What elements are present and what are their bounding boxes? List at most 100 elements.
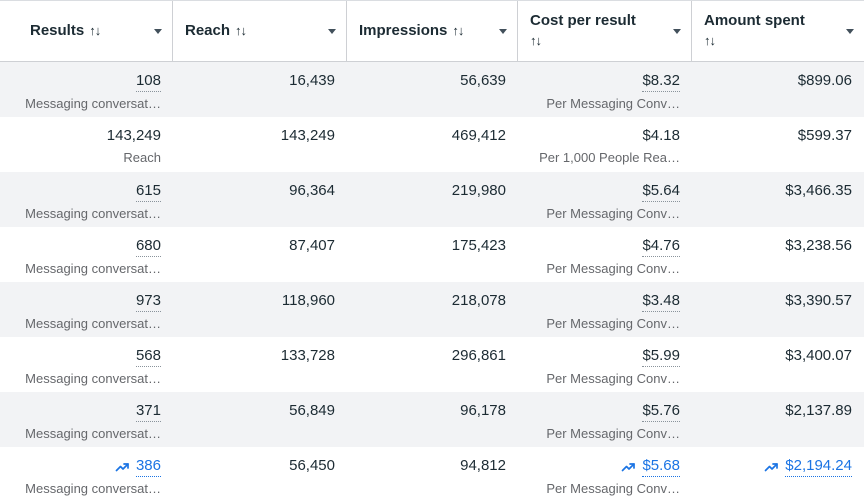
header-reach-label: Reach (185, 22, 231, 39)
results-value[interactable]: 615 (135, 181, 161, 202)
chevron-down-icon[interactable] (154, 28, 162, 34)
results-value[interactable]: 386 (135, 456, 161, 477)
header-impressions[interactable]: Impressions ↑↓ (347, 1, 518, 61)
results-value[interactable]: 680 (135, 236, 161, 257)
results-sub: Messaging conversat… (25, 371, 161, 386)
results-sub: Messaging conversat… (25, 261, 161, 276)
header-cost-per-result-label: Cost per result (530, 12, 636, 29)
results-line: 680 (8, 236, 161, 257)
reach-line: 56,849 (181, 401, 335, 421)
reach-value: 118,960 (281, 292, 335, 309)
cell-reach: 133,728 (173, 337, 347, 392)
cell-results: 143,249 Reach (0, 117, 173, 172)
results-value[interactable]: 973 (135, 291, 161, 312)
trend-up-icon (621, 461, 636, 473)
results-line: 143,249 (8, 126, 161, 146)
table-row: 615 Messaging conversat… 96,364 219,980 … (0, 172, 864, 227)
header-cost-per-result-text: Cost per result ↑↓ (530, 11, 636, 51)
header-amount-spent-label: Amount spent (704, 12, 805, 29)
cell-impressions: 96,178 (347, 392, 518, 447)
cost-sub: Per Messaging Conv… (546, 316, 680, 331)
spent-value[interactable]: $3,466.35 (785, 182, 852, 199)
reach-value: 96,364 (289, 182, 335, 199)
header-results[interactable]: Results ↑↓ (0, 1, 173, 61)
reach-line: 96,364 (181, 181, 335, 201)
results-value[interactable]: 108 (135, 71, 161, 92)
spent-value[interactable]: $2,194.24 (785, 456, 852, 477)
cell-cost-per-result: $4.18 Per 1,000 People Rea… (518, 117, 692, 172)
cost-value[interactable]: $4.18 (642, 127, 680, 144)
impressions-value: 94,812 (460, 457, 506, 474)
results-value[interactable]: 371 (135, 401, 161, 422)
impressions-value: 96,178 (460, 402, 506, 419)
impressions-value: 296,861 (451, 347, 506, 364)
reach-value: 143,249 (280, 127, 335, 144)
chevron-down-icon[interactable] (846, 28, 854, 34)
cost-value[interactable]: $8.32 (642, 71, 680, 92)
results-line: 568 (8, 346, 161, 367)
impressions-line: 219,980 (355, 181, 506, 201)
cost-value[interactable]: $4.76 (642, 236, 680, 257)
cell-cost-per-result: $5.76 Per Messaging Conv… (518, 392, 692, 447)
header-amount-spent[interactable]: Amount spent ↑↓ (692, 1, 864, 61)
spent-value[interactable]: $3,390.57 (785, 292, 852, 309)
cost-value[interactable]: $5.99 (642, 346, 680, 367)
spent-value[interactable]: $2,137.89 (785, 402, 852, 419)
cost-line: $5.68 (526, 456, 680, 477)
results-line: 973 (8, 291, 161, 312)
table-row: 371 Messaging conversat… 56,849 96,178 $… (0, 392, 864, 447)
cell-reach: 16,439 (173, 62, 347, 117)
header-cost-per-result[interactable]: Cost per result ↑↓ (518, 1, 692, 61)
cost-value[interactable]: $5.64 (642, 181, 680, 202)
chevron-down-icon[interactable] (328, 28, 336, 34)
table-body: 108 Messaging conversat… 16,439 56,639 $… (0, 62, 864, 502)
cost-sub: Per Messaging Conv… (546, 261, 680, 276)
results-line: 386 (8, 456, 161, 477)
cell-results: 568 Messaging conversat… (0, 337, 173, 392)
cost-value[interactable]: $5.68 (642, 456, 680, 477)
cell-results: 973 Messaging conversat… (0, 282, 173, 337)
spent-line: $3,238.56 (700, 236, 852, 256)
header-impressions-label: Impressions (359, 22, 448, 39)
impressions-line: 94,812 (355, 456, 506, 476)
cell-reach: 96,364 (173, 172, 347, 227)
impressions-value: 469,412 (451, 127, 506, 144)
cell-amount-spent: $3,238.56 (692, 227, 864, 282)
results-value[interactable]: 143,249 (106, 127, 161, 144)
cost-sub: Per Messaging Conv… (546, 481, 680, 496)
cell-results: 371 Messaging conversat… (0, 392, 173, 447)
cell-cost-per-result: $5.64 Per Messaging Conv… (518, 172, 692, 227)
cost-value[interactable]: $3.48 (642, 291, 680, 312)
results-value[interactable]: 568 (135, 346, 161, 367)
spent-line: $3,466.35 (700, 181, 852, 201)
header-reach[interactable]: Reach ↑↓ (173, 1, 347, 61)
cost-line: $5.64 (526, 181, 680, 202)
cell-amount-spent: $2,137.89 (692, 392, 864, 447)
chevron-down-icon[interactable] (499, 28, 507, 34)
cost-sub: Per Messaging Conv… (546, 371, 680, 386)
spent-value[interactable]: $599.37 (797, 127, 852, 144)
table-row: 386 Messaging conversat… 56,450 94,812 $… (0, 447, 864, 502)
spent-value[interactable]: $899.06 (797, 72, 852, 89)
cost-sub: Per Messaging Conv… (546, 206, 680, 221)
cell-cost-per-result: $4.76 Per Messaging Conv… (518, 227, 692, 282)
results-line: 371 (8, 401, 161, 422)
cost-line: $3.48 (526, 291, 680, 312)
sort-arrows-icon: ↑↓ (89, 23, 101, 38)
sort-arrows-icon: ↑↓ (452, 23, 464, 38)
spent-value[interactable]: $3,400.07 (785, 347, 852, 364)
impressions-line: 56,639 (355, 71, 506, 91)
cell-reach: 56,450 (173, 447, 347, 502)
cost-value[interactable]: $5.76 (642, 401, 680, 422)
table-row: 680 Messaging conversat… 87,407 175,423 … (0, 227, 864, 282)
cell-impressions: 56,639 (347, 62, 518, 117)
cost-line: $5.76 (526, 401, 680, 422)
chevron-down-icon[interactable] (673, 28, 681, 34)
cost-sub: Per Messaging Conv… (546, 426, 680, 441)
cell-amount-spent: $599.37 (692, 117, 864, 172)
spent-value[interactable]: $3,238.56 (785, 237, 852, 254)
cost-line: $5.99 (526, 346, 680, 367)
impressions-value: 175,423 (451, 237, 506, 254)
cell-amount-spent: $899.06 (692, 62, 864, 117)
table-row: 973 Messaging conversat… 118,960 218,078… (0, 282, 864, 337)
